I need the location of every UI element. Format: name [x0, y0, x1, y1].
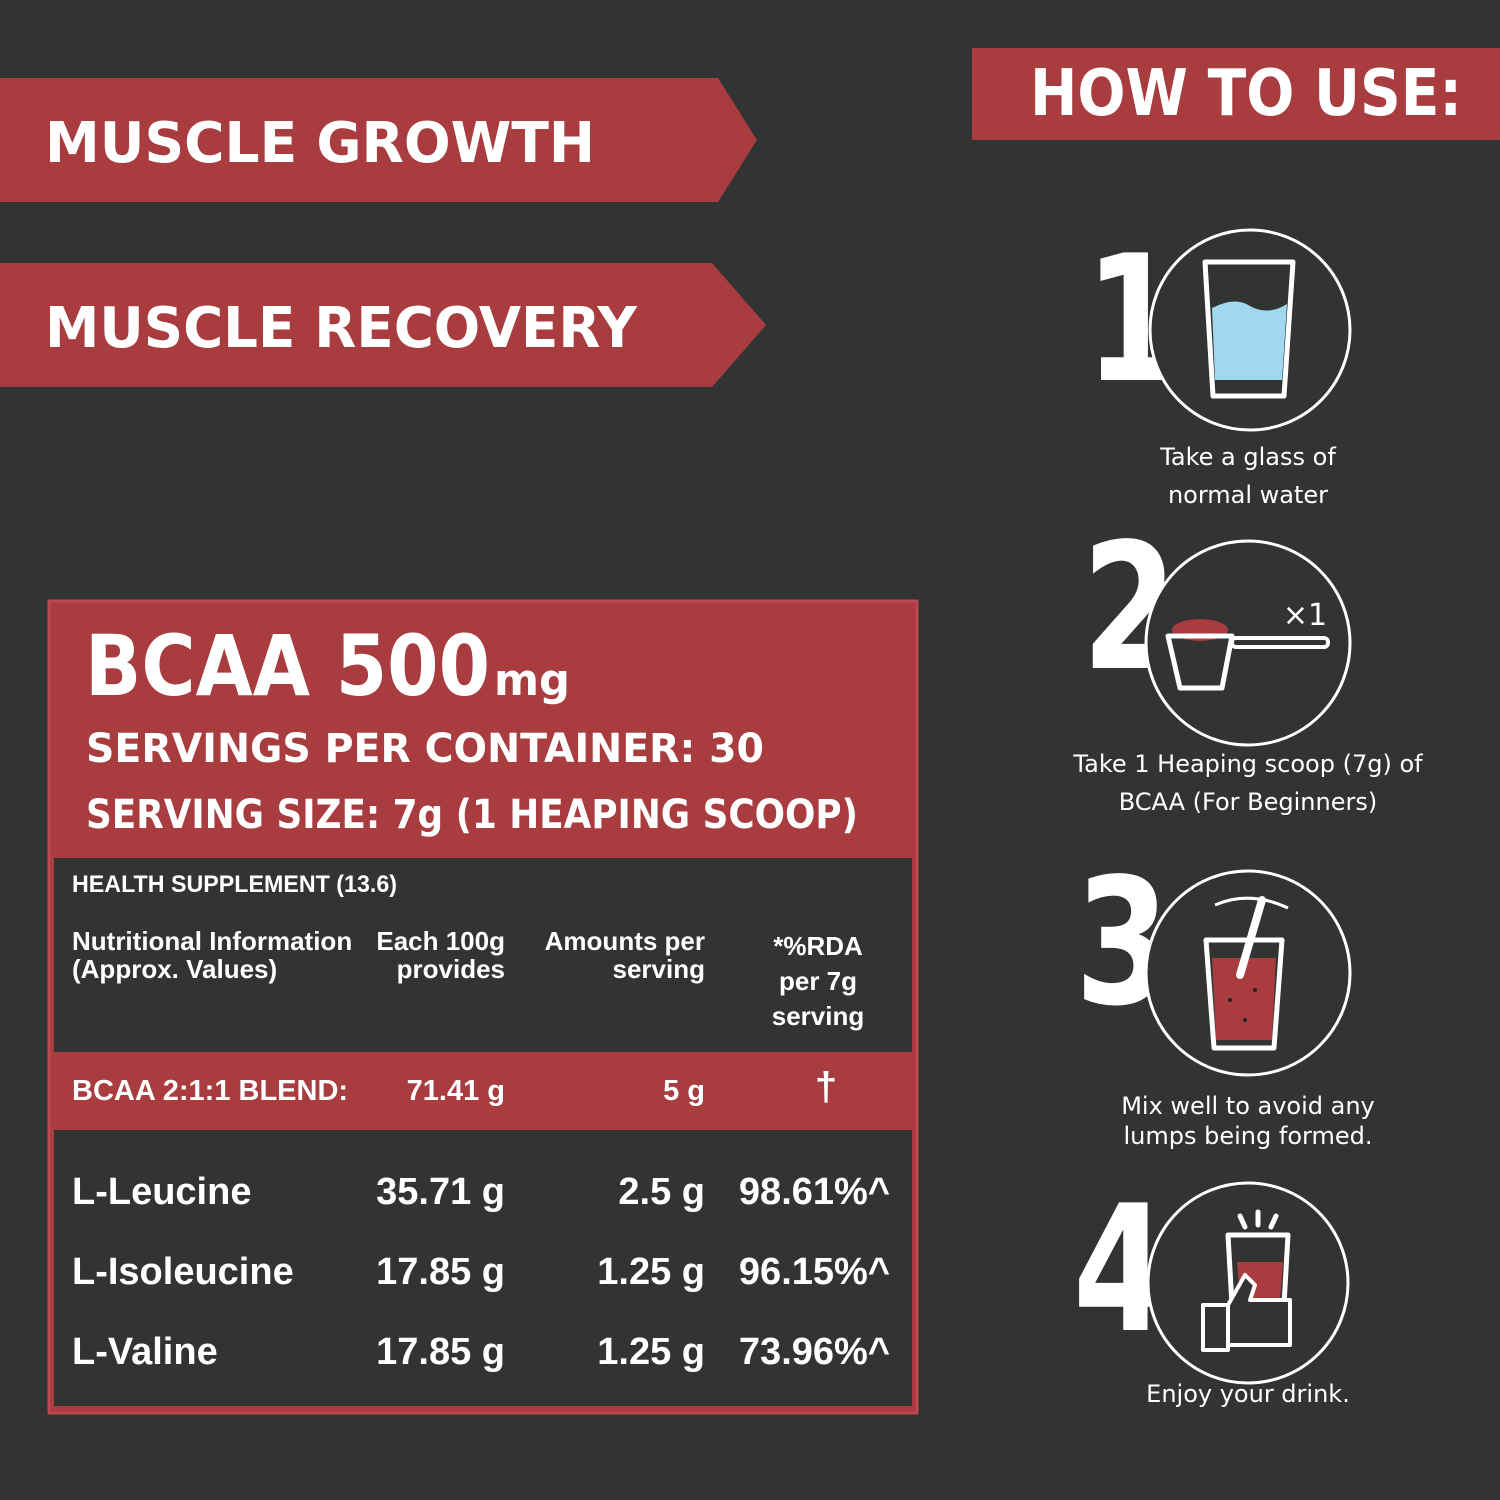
banner	[0, 263, 766, 387]
table-header: (Approx. Values)	[72, 954, 277, 984]
row-cell: 35.71 g	[376, 1171, 505, 1213]
row-cell: 17.85 g	[376, 1251, 505, 1293]
step-text: lumps being formed.	[1124, 1122, 1373, 1150]
row-cell: 17.85 g	[376, 1331, 505, 1373]
row-cell: L-Isoleucine	[72, 1251, 294, 1293]
table-header: *%RDA	[773, 931, 863, 961]
row-cell: 73.96%^	[739, 1331, 890, 1373]
step-text: Enjoy your drink.	[1146, 1380, 1350, 1408]
table-header: serving	[772, 1001, 865, 1031]
how-to-title: HOW TO USE:	[1030, 57, 1462, 131]
mix-icon	[1203, 896, 1289, 1051]
panel-title-unit: mg	[494, 655, 570, 706]
row-cell: 96.15%^	[739, 1251, 890, 1293]
table-header: serving	[613, 954, 706, 984]
glass-icon	[1202, 259, 1296, 399]
table-header: Nutritional Information	[72, 926, 352, 956]
step-text: normal water	[1168, 481, 1328, 509]
row-cell: L-Valine	[72, 1331, 218, 1373]
step-text: Take 1 Heaping scoop (7g) of	[1072, 750, 1423, 778]
servings: SERVINGS PER CONTAINER: 30	[86, 726, 764, 772]
row-cell: 1.25 g	[597, 1251, 705, 1293]
table-header: per 7g	[779, 966, 857, 996]
row-cell: 98.61%^	[739, 1171, 890, 1213]
step-circle	[1144, 539, 1352, 747]
step-text: BCAA (For Beginners)	[1119, 788, 1377, 816]
serving-size: SERVING SIZE: 7g (1 HEAPING SCOOP)	[86, 792, 858, 838]
row-cell: 2.5 g	[618, 1171, 705, 1213]
table-header: provides	[397, 954, 505, 984]
blend-cell: †	[815, 1065, 837, 1109]
banner-text: MUSCLE GROWTH	[45, 111, 595, 176]
table-caption: HEALTH SUPPLEMENT (13.6)	[72, 871, 397, 898]
row-cell: 1.25 g	[597, 1331, 705, 1373]
step-text: Take a glass of	[1159, 443, 1336, 471]
row-cell: L-Leucine	[72, 1171, 251, 1213]
step-text: Mix well to avoid any	[1121, 1092, 1375, 1120]
table-header-area	[54, 858, 912, 1052]
table-body-area	[54, 1130, 912, 1406]
how-to-banner	[972, 48, 1500, 140]
drink-icon	[1201, 1209, 1292, 1352]
table-header: Amounts per	[545, 926, 705, 956]
banner-text: MUSCLE RECOVERY	[45, 296, 638, 361]
step-badge: ×1	[1283, 598, 1327, 633]
scoop-icon	[1165, 619, 1330, 691]
panel-title: BCAA 500	[85, 617, 490, 715]
banner	[0, 78, 757, 202]
table-header: Each 100g	[376, 926, 505, 956]
blend-cell: 5 g	[663, 1075, 705, 1107]
blend-cell: 71.41 g	[407, 1075, 505, 1107]
blend-cell: BCAA 2:1:1 BLEND:	[72, 1075, 348, 1107]
